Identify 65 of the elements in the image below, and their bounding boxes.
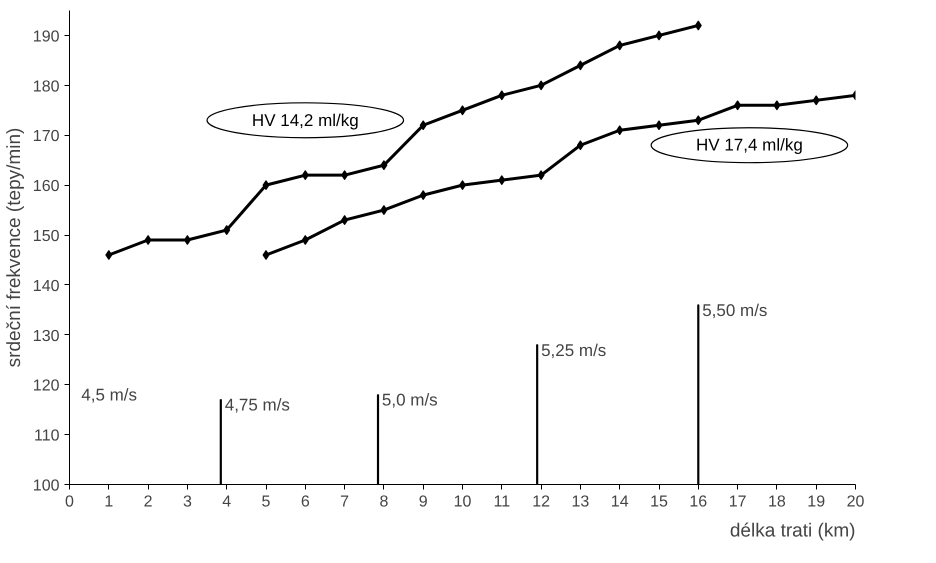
point <box>105 250 112 260</box>
point <box>576 140 584 150</box>
point <box>341 170 348 180</box>
point <box>341 215 348 226</box>
point <box>420 120 427 130</box>
text: HV 14,2 ml/kg <box>252 110 359 130</box>
y-tick-label: 170 <box>32 128 60 146</box>
point <box>576 60 584 70</box>
x-tick-label: 8 <box>379 494 388 510</box>
x-tick-label: 2 <box>144 494 153 510</box>
point <box>773 100 780 110</box>
x-tick-label: 20 <box>846 494 864 510</box>
x-axis-title: délka trati (km) <box>730 520 856 542</box>
x-tick-label: 7 <box>340 494 350 510</box>
x-tick-label: 3 <box>182 494 192 510</box>
point <box>694 115 702 126</box>
x-tick-label: 11 <box>493 494 510 510</box>
annotation: 4,75 m/s <box>224 396 290 415</box>
x-tick-label: 12 <box>532 494 550 510</box>
x-tick-label: 13 <box>572 494 590 510</box>
x-tick-label: 10 <box>454 494 472 510</box>
x-tick-label: 5 <box>262 494 271 510</box>
x-tick-label: 0 <box>65 494 74 510</box>
point <box>144 235 152 246</box>
y-tick-label: 100 <box>32 478 60 494</box>
annotation: 5,50 m/s <box>702 300 768 320</box>
point <box>812 95 820 106</box>
x-tick-label: 16 <box>689 494 708 510</box>
x-tick-label: 1 <box>104 494 114 510</box>
point <box>380 160 388 170</box>
y-tick-label: 110 <box>34 428 60 445</box>
point <box>420 190 427 200</box>
series-label: HV 17,4 ml/kg <box>696 136 803 155</box>
point <box>694 20 702 30</box>
y-tick-label: 160 <box>32 178 60 196</box>
point <box>616 40 624 50</box>
point <box>538 80 545 90</box>
y-tick-label: 150 <box>32 228 60 246</box>
point <box>538 170 545 180</box>
x-tick-label: 17 <box>728 494 747 510</box>
x-tick-label: 15 <box>650 494 668 510</box>
point <box>734 100 742 110</box>
y-tick-label: 140 <box>32 278 60 295</box>
point <box>616 125 624 136</box>
point <box>498 175 506 186</box>
annotation: 5,0 m/s <box>382 390 438 410</box>
x-tick-label: 19 <box>807 494 826 510</box>
y-tick-label: 130 <box>32 328 60 345</box>
y-tick-label: 190 <box>32 28 60 46</box>
x-tick-label: 4 <box>222 494 232 510</box>
annotation: 4,5 m/s <box>81 386 138 405</box>
y-tick-label: 120 <box>32 378 60 395</box>
x-tick-label: 18 <box>768 494 786 510</box>
point <box>498 90 506 100</box>
point <box>302 235 309 246</box>
x-tick-label: 14 <box>610 494 629 510</box>
x-tick-label: 6 <box>300 494 310 510</box>
point <box>302 170 309 180</box>
point <box>223 225 230 236</box>
annotation: 5,25 m/s <box>541 340 606 360</box>
point <box>184 235 191 246</box>
y-tick-label: 180 <box>32 78 60 96</box>
y-axis-title: srdeční frekvence (tepy/min) <box>4 128 25 368</box>
point <box>380 205 388 216</box>
x-tick-label: 9 <box>418 494 428 510</box>
